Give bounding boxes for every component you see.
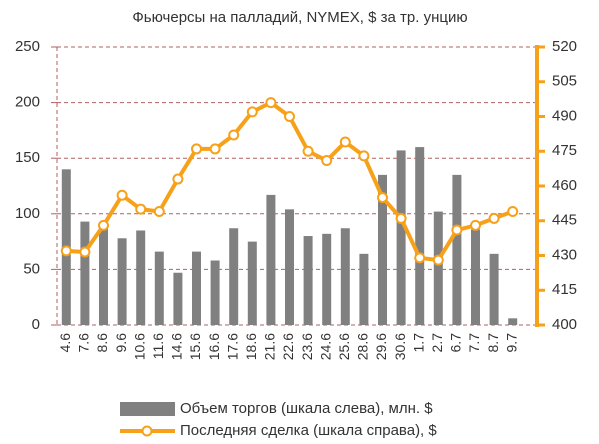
bar — [266, 194, 276, 325]
line-marker — [302, 145, 314, 157]
line-marker — [79, 246, 91, 258]
line-marker — [470, 219, 481, 231]
x-tick-label: 1.7 — [410, 333, 426, 353]
line-marker — [98, 219, 109, 231]
bar — [210, 260, 220, 325]
y2-tick-label: 490 — [552, 107, 577, 124]
line-marker — [321, 155, 333, 167]
line-marker — [228, 129, 240, 141]
line-marker — [191, 143, 202, 155]
line-marker — [339, 136, 351, 148]
line-marker — [135, 203, 147, 215]
x-tick-label: 21.6 — [262, 333, 278, 360]
line-marker — [451, 224, 463, 236]
bar — [136, 230, 146, 325]
y2-tick-label: 400 — [552, 316, 577, 333]
y2-tick-label: 520 — [552, 38, 577, 55]
x-tick-label: 23.6 — [299, 333, 315, 360]
bar — [396, 150, 406, 325]
x-tick-label: 28.6 — [355, 333, 371, 360]
line-marker — [432, 254, 444, 266]
line-marker — [116, 189, 128, 201]
x-tick-label: 7.7 — [466, 333, 482, 353]
x-tick-label: 8.7 — [485, 333, 501, 353]
x-tick-label: 2.7 — [429, 333, 445, 353]
line-marker — [265, 97, 277, 109]
bar — [117, 238, 127, 325]
x-tick-label: 14.6 — [169, 333, 185, 360]
bar — [229, 228, 239, 325]
line-marker — [358, 150, 370, 162]
y2-tick-label: 460 — [552, 177, 577, 194]
bar — [173, 272, 183, 325]
x-tick-label: 24.6 — [317, 333, 333, 360]
line-marker — [377, 192, 388, 204]
x-tick-label: 17.6 — [224, 333, 240, 360]
bar — [489, 253, 499, 325]
line-marker — [209, 143, 221, 155]
bar — [471, 229, 480, 325]
y-tick-label: 50 — [23, 260, 40, 277]
bar — [415, 147, 425, 325]
bar — [340, 228, 350, 325]
bar — [285, 209, 294, 325]
x-tick-label: 10.6 — [131, 333, 147, 360]
line-marker — [395, 212, 407, 224]
chart-title: Фьючерсы на палладий, NYMEX, $ за тр. ун… — [132, 9, 467, 26]
legend-swatch — [120, 402, 175, 416]
y2-tick-label: 475 — [552, 142, 577, 159]
line-marker — [60, 245, 72, 257]
bar — [154, 251, 164, 325]
x-tick-label: 30.6 — [392, 333, 408, 360]
line-marker — [246, 106, 258, 118]
y2-tick-label: 445 — [552, 212, 577, 229]
line-marker — [284, 111, 295, 122]
x-tick-label: 18.6 — [243, 333, 259, 360]
x-tick-label: 29.6 — [373, 333, 389, 360]
y-tick-label: 0 — [32, 316, 40, 333]
bar — [452, 174, 462, 325]
x-tick-label: 11.6 — [150, 333, 166, 359]
bar — [378, 174, 387, 325]
legend-marker — [141, 425, 153, 437]
line-marker — [488, 212, 500, 224]
x-tick-label: 9.6 — [113, 333, 129, 353]
x-tick-label: 25.6 — [336, 333, 352, 360]
bar — [359, 253, 369, 325]
legend-label: Последняя сделка (шкала справа), $ — [180, 422, 437, 439]
bar — [192, 251, 201, 325]
bar — [322, 233, 332, 325]
y-tick-label: 100 — [15, 205, 40, 222]
y2-tick-label: 505 — [552, 73, 577, 90]
x-tick-label: 15.6 — [187, 333, 203, 360]
line-marker — [172, 173, 184, 185]
y-tick-label: 250 — [15, 38, 40, 55]
x-tick-label: 9.7 — [503, 333, 519, 353]
bar — [80, 221, 90, 325]
x-tick-label: 22.6 — [280, 333, 296, 360]
y-tick-label: 150 — [15, 149, 40, 166]
bar — [303, 236, 313, 325]
x-tick-label: 8.6 — [94, 333, 110, 353]
x-tick-label: 7.6 — [76, 333, 92, 353]
line-marker — [153, 205, 165, 217]
y2-tick-label: 430 — [552, 246, 577, 263]
line-marker — [507, 205, 519, 217]
x-tick-label: 4.6 — [57, 333, 73, 353]
bar — [99, 227, 108, 325]
line-marker — [414, 252, 426, 264]
legend-label: Объем торгов (шкала слева), млн. $ — [180, 400, 433, 417]
x-tick-label: 6.7 — [448, 333, 464, 353]
x-tick-label: 16.6 — [206, 333, 222, 360]
y-tick-label: 200 — [15, 94, 40, 111]
bar — [433, 211, 443, 325]
bar — [247, 241, 257, 325]
bar — [508, 318, 518, 325]
y2-tick-label: 415 — [552, 281, 577, 298]
